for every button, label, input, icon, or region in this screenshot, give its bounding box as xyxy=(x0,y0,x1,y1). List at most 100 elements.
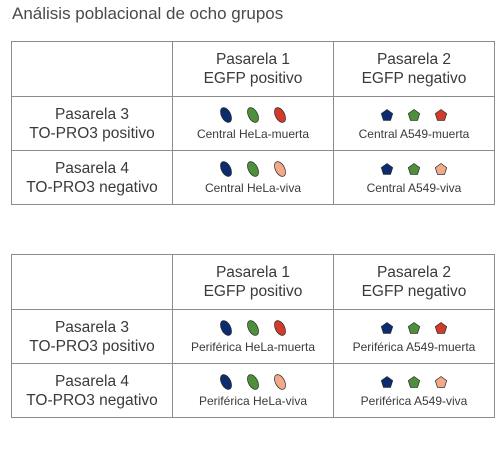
marker-group xyxy=(219,373,287,391)
row-header-line1: Pasarela 4 xyxy=(54,372,130,390)
blue-pentagon-marker xyxy=(380,163,394,175)
blue-ellipse-marker xyxy=(220,107,232,123)
green-ellipse-marker xyxy=(247,320,259,336)
marker-group xyxy=(380,319,448,337)
marker-group xyxy=(219,160,287,178)
column-header-line2: EGFP positivo xyxy=(203,283,303,300)
column-header-line2: EGFP negativo xyxy=(361,283,467,300)
population-caption: Periférica A549-muerta xyxy=(352,340,476,354)
blue-ellipse xyxy=(220,374,232,390)
green-ellipse xyxy=(247,161,259,177)
green-pentagon-marker xyxy=(407,163,421,175)
green-pentagon-marker xyxy=(407,109,421,121)
green-ellipse xyxy=(247,107,259,123)
blue-ellipse xyxy=(220,320,232,336)
peach-pentagon-marker xyxy=(434,376,448,388)
population-cell: Periférica A549-muerta xyxy=(333,309,495,364)
red-ellipse xyxy=(274,107,286,123)
row-header-line1: Pasarela 4 xyxy=(54,159,130,177)
row-header-gateway-3: Pasarela 3 TO-PRO3 positivo xyxy=(11,96,173,151)
row-header-gateway-3: Pasarela 3 TO-PRO3 positivo xyxy=(11,309,173,364)
corner-cell xyxy=(11,254,173,310)
page-title: Análisis poblacional de ocho grupos xyxy=(12,4,284,23)
table-header-row: Pasarela 1 EGFP positivo Pasarela 2 EGFP… xyxy=(11,41,495,97)
peach-pentagon xyxy=(434,163,448,175)
peach-ellipse xyxy=(274,374,286,390)
marker-group xyxy=(219,319,287,337)
column-header-line1: Pasarela 1 xyxy=(215,264,291,281)
peach-pentagon-marker xyxy=(434,163,448,175)
population-caption: Periférica HeLa-muerta xyxy=(190,340,316,354)
table-row-gateway-4: Pasarela 4 TO-PRO3 negativo Central HeLa… xyxy=(11,150,495,205)
green-ellipse-marker xyxy=(247,374,259,390)
peach-ellipse xyxy=(274,161,286,177)
population-cell: Periférica HeLa-muerta xyxy=(172,309,334,364)
column-header-gateway-2: Pasarela 2 EGFP negativo xyxy=(333,41,495,97)
red-ellipse xyxy=(274,320,286,336)
column-header-gateway-1: Pasarela 1 EGFP positivo xyxy=(172,254,334,310)
red-ellipse-marker xyxy=(274,107,286,123)
green-pentagon xyxy=(407,322,421,334)
population-table-peripheral: Pasarela 1 EGFP positivo Pasarela 2 EGFP… xyxy=(11,254,495,418)
table-row-gateway-4: Pasarela 4 TO-PRO3 negativo Periférica H… xyxy=(11,363,495,418)
blue-pentagon xyxy=(380,109,394,121)
red-ellipse-marker xyxy=(274,320,286,336)
blue-pentagon xyxy=(380,163,394,175)
row-header-line2: TO-PRO3 negativo xyxy=(26,391,158,409)
green-pentagon xyxy=(407,109,421,121)
blue-pentagon-marker xyxy=(380,322,394,334)
red-pentagon xyxy=(434,322,448,334)
population-cell: Periférica A549-viva xyxy=(333,363,495,418)
peach-pentagon xyxy=(434,376,448,388)
red-pentagon-marker xyxy=(434,109,448,121)
green-pentagon-marker xyxy=(407,376,421,388)
blue-pentagon-marker xyxy=(380,376,394,388)
blue-pentagon xyxy=(380,376,394,388)
corner-cell xyxy=(11,41,173,97)
marker-group xyxy=(380,106,448,124)
population-caption: Central A549-muerta xyxy=(358,127,470,141)
column-header-gateway-2: Pasarela 2 EGFP negativo xyxy=(333,254,495,310)
green-ellipse xyxy=(247,374,259,390)
blue-ellipse-marker xyxy=(220,374,232,390)
blue-ellipse xyxy=(220,107,232,123)
red-pentagon-marker xyxy=(434,322,448,334)
marker-group xyxy=(219,106,287,124)
table-row-gateway-3: Pasarela 3 TO-PRO3 positivo Central HeLa… xyxy=(11,96,495,151)
population-caption: Central A549-viva xyxy=(366,181,462,195)
population-cell: Periférica HeLa-viva xyxy=(172,363,334,418)
green-pentagon xyxy=(407,376,421,388)
population-cell: Central A549-muerta xyxy=(333,96,495,151)
green-ellipse xyxy=(247,320,259,336)
column-header-line1: Pasarela 2 xyxy=(376,51,452,68)
table-row-gateway-3: Pasarela 3 TO-PRO3 positivo Periférica H… xyxy=(11,309,495,364)
population-caption: Central HeLa-muerta xyxy=(196,127,310,141)
row-header-gateway-4: Pasarela 4 TO-PRO3 negativo xyxy=(11,363,173,418)
row-header-line2: TO-PRO3 positivo xyxy=(29,337,155,355)
green-ellipse-marker xyxy=(247,161,259,177)
marker-group xyxy=(380,373,448,391)
peach-ellipse-marker xyxy=(274,374,286,390)
column-header-line1: Pasarela 2 xyxy=(376,264,452,281)
green-pentagon-marker xyxy=(407,322,421,334)
peach-ellipse-marker xyxy=(274,161,286,177)
row-header-gateway-4: Pasarela 4 TO-PRO3 negativo xyxy=(11,150,173,205)
population-caption: Periférica A549-viva xyxy=(360,394,468,408)
blue-pentagon-marker xyxy=(380,109,394,121)
column-header-gateway-1: Pasarela 1 EGFP positivo xyxy=(172,41,334,97)
green-pentagon xyxy=(407,163,421,175)
blue-ellipse xyxy=(220,161,232,177)
row-header-line1: Pasarela 3 xyxy=(54,318,130,336)
blue-ellipse-marker xyxy=(220,161,232,177)
row-header-line2: TO-PRO3 negativo xyxy=(26,178,158,196)
row-header-line2: TO-PRO3 positivo xyxy=(29,124,155,142)
population-cell: Central A549-viva xyxy=(333,150,495,205)
green-ellipse-marker xyxy=(247,107,259,123)
marker-group xyxy=(380,160,448,178)
column-header-line2: EGFP positivo xyxy=(203,70,303,87)
table-header-row: Pasarela 1 EGFP positivo Pasarela 2 EGFP… xyxy=(11,254,495,310)
population-cell: Central HeLa-muerta xyxy=(172,96,334,151)
blue-ellipse-marker xyxy=(220,320,232,336)
row-header-line1: Pasarela 3 xyxy=(54,105,130,123)
population-caption: Central HeLa-viva xyxy=(204,181,302,195)
